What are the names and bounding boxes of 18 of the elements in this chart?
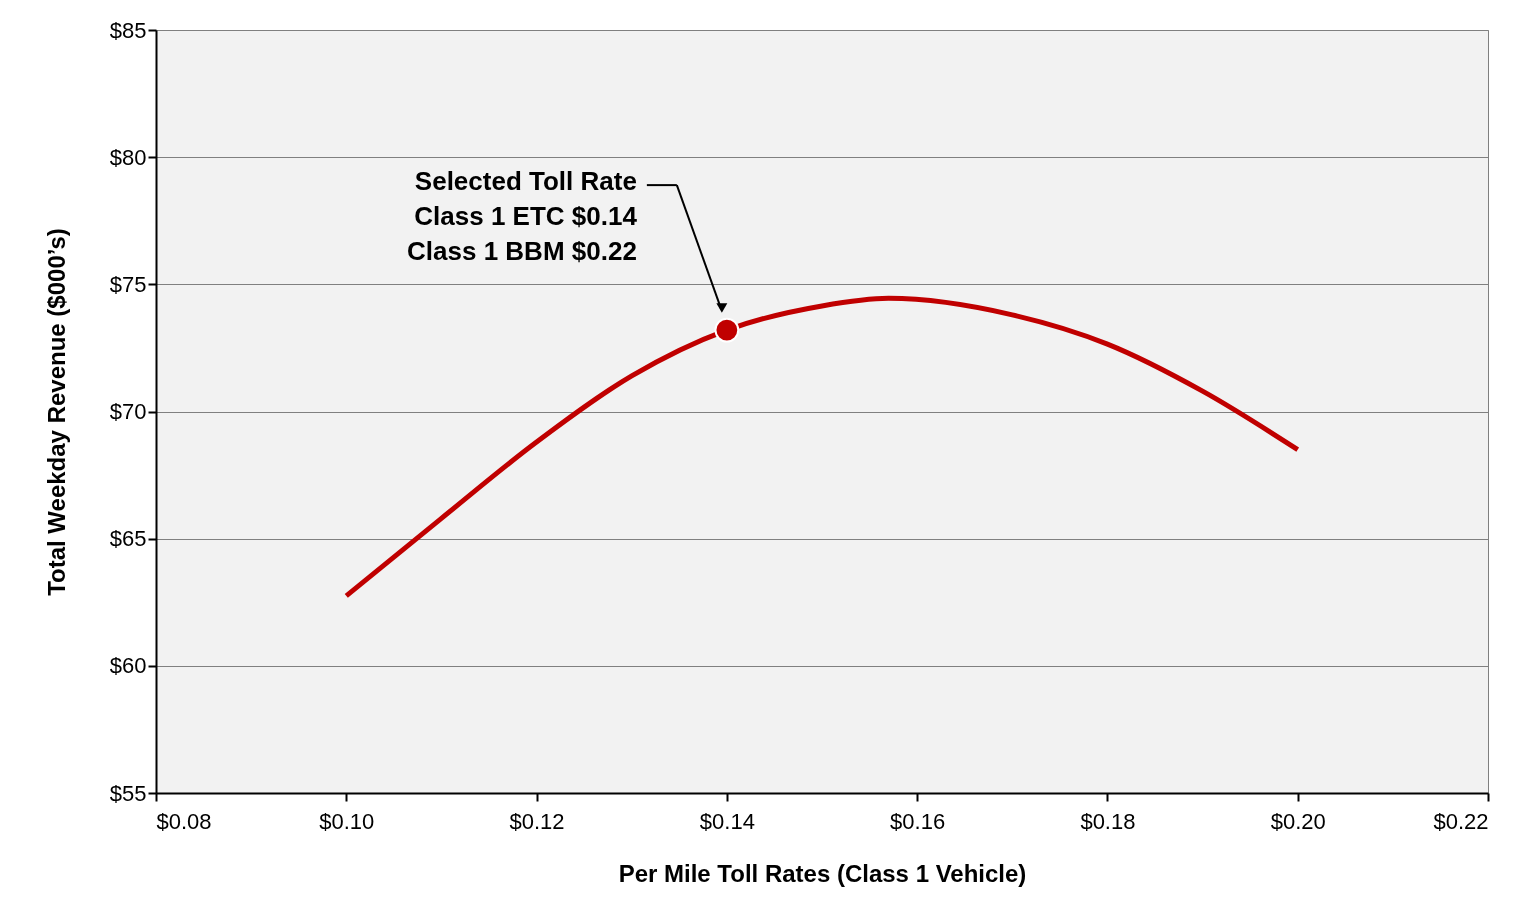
x-tick-label: $0.10 — [319, 808, 375, 834]
y-tick-label: $70 — [109, 399, 147, 424]
x-tick-label: $0.22 — [1433, 808, 1489, 834]
x-axis-title: Per Mile Toll Rates (Class 1 Vehicle) — [618, 859, 1027, 887]
x-tick-label: $0.12 — [509, 808, 565, 834]
y-tick-label: $80 — [109, 144, 147, 170]
y-axis-title: Total Weekday Revenue ($000’s) — [42, 228, 70, 596]
annotation: Selected Toll Rate Class 1 ETC $0.14 Class 1 BBM $0.22 — [407, 166, 638, 267]
x-tick-label: $0.14 — [699, 808, 755, 834]
y-tick-label: $60 — [109, 653, 147, 679]
x-tick-label: $0.20 — [1270, 808, 1326, 834]
y-tick-label: $55 — [109, 780, 147, 806]
x-tick-label: $0.16 — [890, 808, 946, 834]
y-tick-label: $65 — [109, 526, 147, 552]
y-tick-label: $75 — [109, 271, 147, 297]
y-tick-label: $85 — [109, 17, 147, 43]
x-tick-label: $0.18 — [1080, 808, 1136, 834]
x-tick-label: $0.08 — [156, 808, 212, 834]
